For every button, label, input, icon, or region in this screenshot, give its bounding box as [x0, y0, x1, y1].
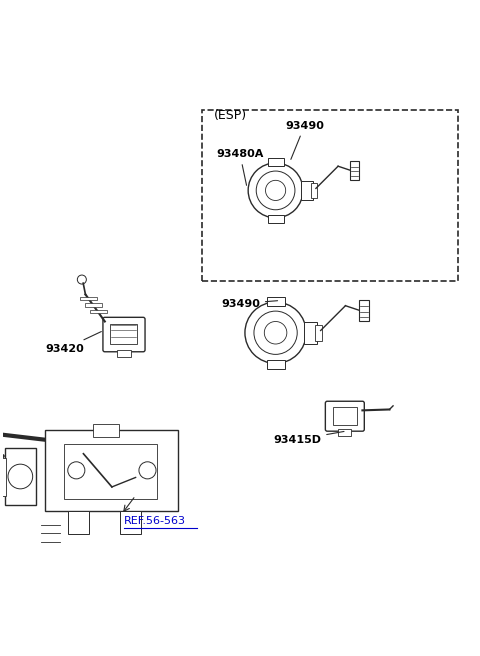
FancyBboxPatch shape	[117, 350, 131, 357]
FancyBboxPatch shape	[46, 430, 179, 510]
FancyBboxPatch shape	[110, 323, 137, 344]
FancyBboxPatch shape	[325, 401, 364, 431]
FancyBboxPatch shape	[5, 448, 36, 505]
FancyBboxPatch shape	[266, 297, 285, 306]
FancyBboxPatch shape	[103, 318, 145, 352]
Text: 93420: 93420	[46, 331, 101, 354]
Text: REF.56-563: REF.56-563	[124, 516, 186, 526]
FancyBboxPatch shape	[68, 510, 89, 535]
FancyBboxPatch shape	[311, 183, 317, 197]
FancyBboxPatch shape	[64, 444, 157, 499]
FancyBboxPatch shape	[90, 310, 107, 314]
FancyBboxPatch shape	[350, 161, 359, 180]
FancyBboxPatch shape	[333, 407, 357, 425]
FancyBboxPatch shape	[93, 424, 119, 437]
FancyBboxPatch shape	[0, 459, 6, 497]
FancyBboxPatch shape	[359, 300, 369, 321]
FancyBboxPatch shape	[315, 325, 322, 341]
FancyBboxPatch shape	[267, 158, 284, 166]
FancyBboxPatch shape	[300, 181, 312, 200]
Text: 93490: 93490	[285, 121, 324, 159]
FancyBboxPatch shape	[85, 304, 102, 306]
FancyBboxPatch shape	[267, 215, 284, 222]
FancyBboxPatch shape	[202, 110, 458, 281]
Text: 93415D: 93415D	[273, 432, 344, 445]
FancyBboxPatch shape	[303, 322, 317, 344]
FancyBboxPatch shape	[80, 297, 97, 300]
Text: (ESP): (ESP)	[214, 109, 247, 121]
FancyBboxPatch shape	[338, 429, 351, 436]
Text: 93490: 93490	[221, 298, 277, 309]
FancyBboxPatch shape	[120, 510, 141, 535]
Text: 93480A: 93480A	[216, 149, 264, 186]
FancyBboxPatch shape	[266, 359, 285, 369]
